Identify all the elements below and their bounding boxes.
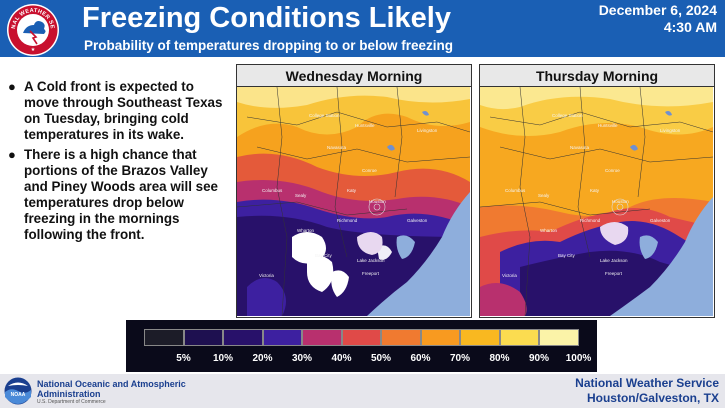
legend-label: 20%: [252, 353, 273, 364]
legend-label: 70%: [449, 353, 470, 364]
nws-name: National Weather Service: [575, 376, 719, 390]
legend-label: 50%: [370, 353, 391, 364]
map-place-label: Richmond: [337, 218, 358, 223]
map-place-label: Lake Jackson: [357, 258, 385, 263]
map-place-label: Bay City: [558, 253, 576, 258]
map-panel-wednesday: Wednesday Morning Huntsville Conroe Livi…: [236, 64, 472, 318]
legend-label: 10%: [212, 353, 233, 364]
map-place-label: Victoria: [502, 273, 517, 278]
map-place-label: Houston: [369, 199, 386, 204]
legend-swatch: [262, 329, 302, 346]
map-place-label: Galveston: [650, 218, 671, 223]
page-title: Freezing Conditions Likely: [82, 2, 451, 34]
legend-label: 90%: [528, 353, 549, 364]
legend-label: 30%: [291, 353, 312, 364]
svg-text:★: ★: [31, 47, 36, 53]
header-bar: NATIONAL WEATHER SERVICE ★ Freezing Cond…: [0, 0, 725, 57]
map-place-label: Houston: [612, 199, 629, 204]
page-subtitle: Probability of temperatures dropping to …: [84, 38, 454, 53]
nws-logo: NATIONAL WEATHER SERVICE ★: [6, 3, 59, 56]
map-place-label: Katy: [347, 188, 357, 193]
key-message: ● A Cold front is expected to move throug…: [8, 79, 223, 143]
map-place-label: Victoria: [259, 273, 274, 278]
legend-swatch: [381, 329, 421, 346]
noaa-logo: NOAA: [4, 377, 32, 405]
map-place-label: Huntsville: [598, 123, 618, 128]
legend-label: 60%: [410, 353, 431, 364]
legend-swatch: [341, 329, 381, 346]
map-place-label: Richmond: [580, 218, 601, 223]
noaa-name: National Oceanic and Atmospheric Adminis…: [37, 379, 186, 399]
bullet-icon: ●: [8, 79, 16, 94]
map-place-label: Freeport: [605, 271, 623, 276]
key-messages-list: ● A Cold front is expected to move throug…: [8, 79, 223, 247]
nws-office: National Weather Service Houston/Galvest…: [575, 376, 719, 406]
legend-swatch: [302, 329, 342, 346]
map-place-label: Freeport: [362, 271, 380, 276]
map-place-label: Wharton: [540, 228, 558, 233]
footer-bar: NOAA National Oceanic and Atmospheric Ad…: [0, 374, 725, 408]
map-panel-title: Wednesday Morning: [237, 65, 471, 87]
legend-swatch: [460, 329, 500, 346]
map-place-label: College Station: [552, 113, 583, 118]
map-panel-thursday: Thursday Morning Huntsville Conroe Livin…: [479, 64, 715, 318]
map-place-label: Conroe: [362, 168, 377, 173]
issued-datetime: December 6, 2024 4:30 AM: [599, 2, 717, 36]
map-place-label: Navasota: [570, 145, 590, 150]
key-message-text: There is a high chance that portions of …: [24, 147, 218, 242]
legend-swatch: [539, 329, 579, 346]
probability-legend: 5% 10% 20% 30% 40% 50% 60% 70% 80% 90% 100%: [126, 320, 597, 372]
map-place-label: Columbus: [505, 188, 526, 193]
legend-swatch: [223, 329, 263, 346]
legend-label: 80%: [489, 353, 510, 364]
map-place-label: Wharton: [297, 228, 315, 233]
map-place-label: Galveston: [407, 218, 428, 223]
freeze-probability-map: Huntsville Conroe Livingston College Sta…: [480, 87, 713, 316]
map-place-label: Columbus: [262, 188, 283, 193]
map-place-label: Huntsville: [355, 123, 375, 128]
map-place-label: Lake Jackson: [600, 258, 628, 263]
legend-swatch: [420, 329, 460, 346]
bullet-icon: ●: [8, 147, 16, 162]
legend-swatch: [499, 329, 539, 346]
map-place-label: Livingston: [417, 128, 438, 133]
key-message: ● There is a high chance that portions of…: [8, 147, 223, 243]
legend-label: 100%: [565, 353, 592, 364]
noaa-dept: U.S. Department of Commerce: [37, 399, 106, 405]
map-place-label: Livingston: [660, 128, 681, 133]
map-panel-title: Thursday Morning: [480, 65, 714, 87]
noaa-logo-text: NOAA: [11, 392, 26, 398]
legend-swatch: [144, 329, 184, 346]
map-place-label: Conroe: [605, 168, 620, 173]
legend-label: 5%: [176, 353, 191, 364]
issued-date: December 6, 2024: [598, 2, 717, 18]
map-place-label: Bay City: [315, 253, 333, 258]
nws-office-location: Houston/Galveston, TX: [586, 391, 719, 405]
map-place-label: College Station: [309, 113, 340, 118]
map-place-label: Navasota: [327, 145, 347, 150]
map-place-label: Sealy: [538, 193, 550, 198]
legend-label: 40%: [331, 353, 352, 364]
map-place-label: Sealy: [295, 193, 307, 198]
issued-time: 4:30 AM: [663, 19, 717, 35]
map-place-label: Katy: [590, 188, 600, 193]
freeze-probability-map: Huntsville Conroe Livingston College Sta…: [237, 87, 470, 316]
legend-swatch: [183, 329, 223, 346]
key-message-text: A Cold front is expected to move through…: [24, 79, 223, 142]
